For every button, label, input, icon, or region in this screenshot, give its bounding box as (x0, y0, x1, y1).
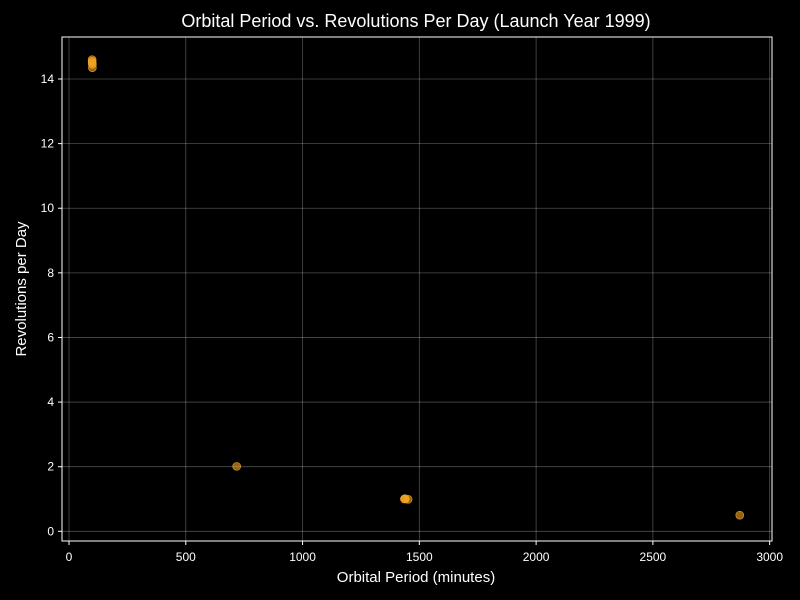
x-axis-label: Orbital Period (minutes) (337, 569, 495, 586)
axis-ticks: 0 500 1000 1500 2000 2500 3000 0 2 4 6 8 10 12 14 (41, 72, 784, 564)
y-tick-label: 12 (41, 137, 55, 151)
x-tick-label: 1000 (289, 550, 316, 564)
data-point (88, 63, 97, 72)
data-point (403, 495, 413, 504)
y-tick-label: 6 (47, 330, 54, 344)
data-points (87, 55, 745, 520)
y-tick-label: 10 (41, 201, 55, 215)
x-tick-label: 2500 (640, 550, 667, 564)
y-tick-label: 14 (41, 72, 55, 86)
x-tick-label: 500 (176, 550, 196, 564)
x-tick-label: 2000 (523, 550, 550, 564)
x-tick-label: 1500 (406, 550, 433, 564)
y-tick-label: 8 (47, 266, 54, 280)
y-tick-label: 4 (47, 395, 54, 409)
x-tick-label: 0 (66, 550, 73, 564)
grid (62, 37, 772, 541)
chart-title: Orbital Period vs. Revolutions Per Day (… (181, 11, 650, 31)
data-point (232, 462, 241, 471)
y-axis-label: Revolutions per Day (13, 221, 30, 357)
y-tick-label: 2 (47, 460, 54, 474)
x-tick-label: 3000 (756, 550, 783, 564)
data-point (735, 510, 745, 520)
y-tick-label: 0 (47, 524, 54, 538)
plot-frame (61, 36, 773, 542)
